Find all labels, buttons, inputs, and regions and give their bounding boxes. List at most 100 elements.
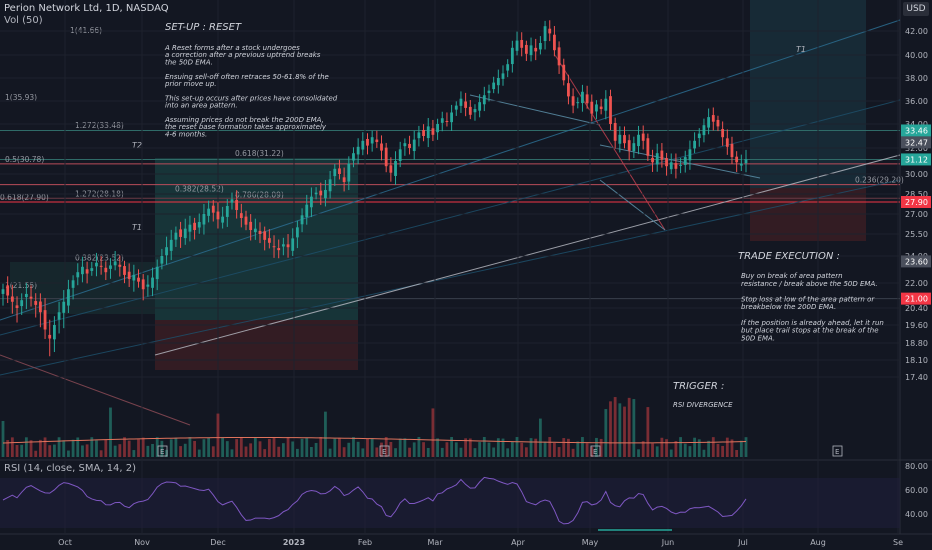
candle [702, 125, 706, 136]
candle [651, 157, 654, 163]
volume-bar [679, 437, 682, 457]
volume-bar [104, 439, 108, 457]
volume-bar [277, 446, 281, 457]
candle [459, 98, 463, 106]
volume-bar [697, 439, 701, 457]
price-badge-label: 23.60 [905, 257, 928, 266]
volume-bar [431, 408, 435, 457]
candle [57, 312, 61, 320]
volume-bar [314, 442, 318, 457]
candle [482, 95, 486, 105]
candle [272, 246, 276, 248]
execution-note-line: 50D EMA. [741, 334, 775, 342]
execution-note-line: breakbelow the 200D EMA. [741, 303, 836, 311]
candle [90, 268, 94, 271]
volume-bar [553, 442, 556, 457]
volume-bar [361, 448, 365, 457]
volume-bar [562, 438, 566, 457]
volume-bar [609, 401, 612, 457]
rsi-tick-label: 40.00 [905, 510, 928, 519]
candle [123, 266, 126, 275]
volume-bar [450, 437, 454, 457]
volume-bar [34, 450, 38, 457]
volume-bar [291, 441, 295, 457]
volume-bar [211, 446, 215, 457]
candle [510, 47, 514, 65]
volume-bar [267, 438, 271, 457]
candle [735, 156, 739, 163]
candle [567, 83, 570, 97]
earnings-badge [590, 445, 601, 457]
volume-bar [43, 437, 47, 457]
candle [618, 134, 622, 144]
volume-bar [10, 437, 14, 457]
volume-bar [29, 440, 33, 457]
volume-bar [454, 442, 458, 457]
candle [506, 64, 510, 71]
volume-bar [300, 438, 304, 457]
candle [739, 163, 743, 166]
candle [71, 280, 75, 288]
candle [553, 34, 556, 51]
volume-bar [646, 407, 650, 457]
volume-bar [249, 443, 253, 457]
execution-note-line: Stop loss at low of the area pattern or [741, 295, 875, 303]
volume-bar [155, 437, 159, 457]
price-badge-label: 32.47 [905, 138, 928, 147]
candle [576, 102, 580, 104]
volume-bar [118, 444, 122, 457]
candle [660, 150, 664, 160]
candle [104, 267, 108, 273]
fib-label: 0.786(28.09) [235, 190, 284, 199]
candle [562, 64, 566, 81]
execution-note-line: resistance / break above the 50D EMA. [741, 280, 878, 288]
candle [328, 179, 332, 192]
volume-bar [90, 437, 94, 457]
candle [281, 244, 285, 247]
candle [324, 190, 327, 199]
candle [216, 211, 220, 220]
rsi-tick-label: 60.00 [905, 486, 928, 495]
rsi-tick-label: 80.00 [905, 462, 928, 471]
fib-label: 1.272(33.48) [75, 121, 124, 130]
stop-zone [155, 320, 358, 370]
volume-bar [230, 449, 234, 457]
candle [244, 216, 248, 225]
volume-bar [557, 447, 561, 457]
candle [543, 26, 547, 42]
target-marker: T1 [796, 45, 806, 54]
candle [34, 301, 38, 305]
volume-bar [328, 448, 332, 457]
candle [211, 205, 215, 213]
volume-bar [188, 437, 192, 457]
time-tick-label: 2023 [283, 538, 305, 547]
volume-bar [216, 413, 220, 457]
execution-note-line: but place trail stops at the break of th… [741, 327, 879, 335]
volume-bar [127, 440, 131, 457]
candle [333, 168, 337, 177]
time-tick-label: Apr [511, 538, 526, 547]
candle [725, 138, 729, 147]
volume-bar [263, 449, 267, 457]
setup-note-line: the 50D EMA. [165, 58, 213, 66]
volume-bar [356, 441, 360, 457]
candle [595, 104, 598, 112]
candle [165, 247, 168, 256]
fib-label: 0.236(29.20) [855, 176, 904, 185]
time-tick-label: Dec [210, 538, 225, 547]
candle [286, 244, 290, 248]
candle [6, 285, 10, 296]
price-badge [901, 255, 931, 268]
candle [239, 213, 243, 218]
volume-bar [239, 437, 243, 457]
volume-bar [567, 438, 570, 457]
candle [160, 256, 164, 264]
candle [291, 238, 295, 251]
volume-bar [146, 445, 150, 457]
trend-line [0, 19, 901, 321]
candle [146, 284, 150, 287]
volume-bar [711, 437, 715, 457]
price-tick-label: 19.60 [905, 321, 928, 330]
earnings-badge [832, 445, 843, 457]
